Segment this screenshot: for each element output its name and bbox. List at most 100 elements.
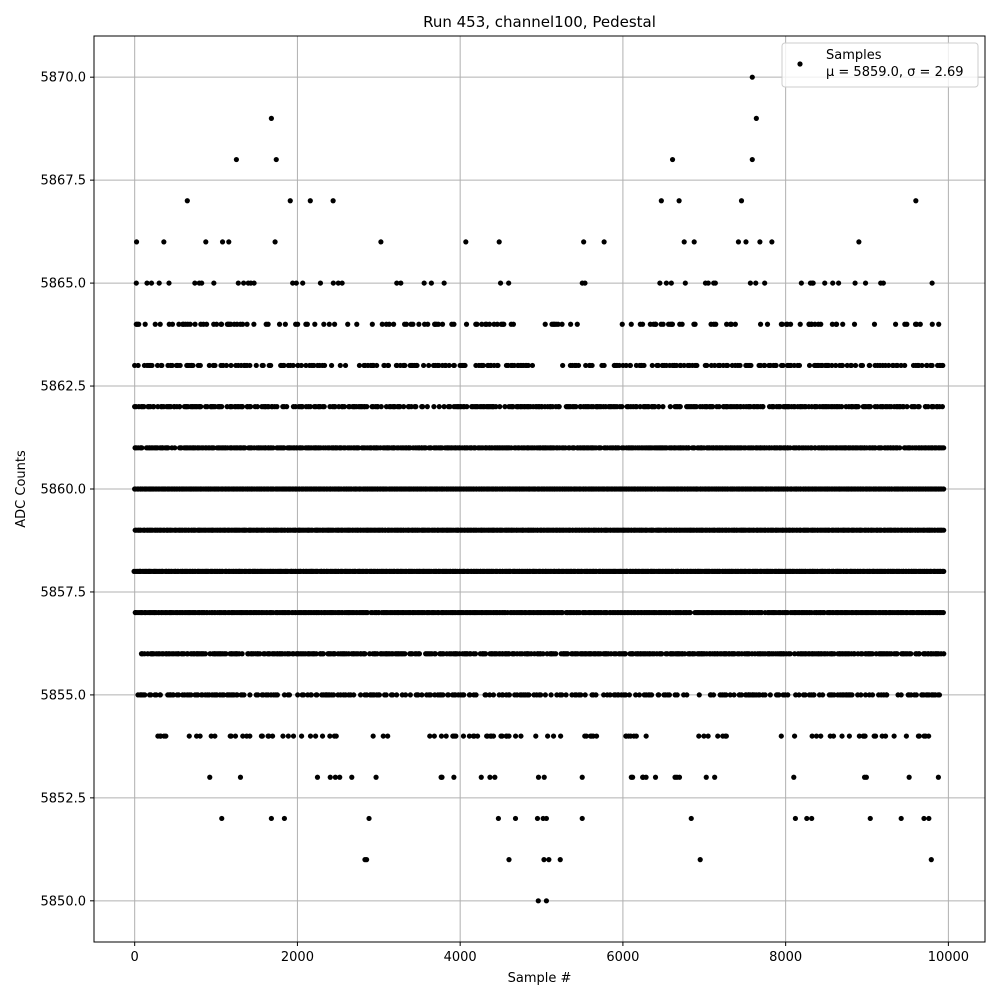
sample-point — [413, 404, 419, 410]
sample-point — [213, 321, 220, 327]
sample-point — [628, 321, 634, 327]
sample-point — [559, 609, 566, 616]
sample-point — [335, 280, 341, 286]
sample-point — [892, 321, 899, 327]
sample-point — [668, 280, 674, 286]
sample-point — [337, 774, 343, 780]
sample-point — [804, 815, 810, 822]
sample-point — [163, 733, 169, 739]
sample-point — [925, 404, 931, 410]
sample-point — [858, 692, 864, 698]
sample-point — [710, 692, 717, 698]
sample-point — [693, 404, 700, 410]
sample-point — [226, 239, 232, 245]
sample-point — [936, 692, 943, 698]
sample-point — [495, 815, 502, 822]
sample-point — [142, 321, 148, 327]
sample-point — [451, 774, 457, 780]
sample-point — [568, 321, 574, 327]
sample-point — [416, 321, 422, 327]
sample-point — [431, 733, 437, 739]
sample-point — [203, 239, 209, 245]
sample-point — [643, 774, 649, 780]
sample-point — [666, 692, 673, 698]
y-tick-label: 5850.0 — [41, 894, 87, 909]
sample-point — [510, 321, 517, 327]
sample-point — [364, 404, 370, 410]
sample-point — [308, 692, 314, 698]
sample-point — [669, 321, 676, 327]
sample-point — [480, 362, 486, 369]
sample-point — [341, 404, 347, 410]
sample-point — [307, 198, 313, 204]
sample-point — [402, 362, 408, 369]
sample-point — [446, 362, 452, 369]
sample-point — [886, 362, 892, 369]
sample-point — [846, 733, 852, 739]
sample-point — [743, 239, 749, 245]
sample-point — [676, 774, 683, 780]
sample-point — [152, 321, 158, 327]
sample-point — [780, 362, 786, 369]
sample-point — [682, 280, 688, 286]
sample-point — [242, 445, 248, 451]
x-tick-label: 8000 — [769, 950, 802, 965]
sample-point — [440, 692, 446, 698]
sample-point — [797, 321, 803, 327]
sample-point — [867, 815, 873, 822]
sample-point — [320, 651, 326, 657]
sample-point — [247, 404, 254, 410]
sample-point — [321, 404, 327, 410]
sample-point — [574, 321, 580, 327]
sample-point — [541, 857, 547, 863]
sample-point — [496, 239, 502, 245]
sample-point — [935, 774, 941, 780]
sample-point — [862, 733, 868, 739]
sample-point — [407, 692, 413, 698]
sample-point — [929, 362, 935, 369]
sample-point — [345, 321, 351, 327]
sample-point — [792, 815, 799, 822]
sample-point — [354, 321, 360, 327]
sample-point — [133, 239, 140, 245]
sample-point — [921, 815, 927, 822]
sample-point — [492, 774, 498, 780]
sample-point — [908, 651, 914, 657]
sample-point — [696, 733, 702, 739]
sample-point — [184, 198, 190, 204]
sample-point — [656, 692, 662, 698]
sample-point — [627, 362, 634, 369]
sample-point — [273, 156, 279, 163]
sample-point — [290, 733, 297, 739]
sample-point — [898, 692, 904, 698]
sample-point — [166, 280, 172, 286]
sample-point — [154, 362, 161, 369]
sample-point — [749, 74, 755, 80]
sample-point — [235, 280, 241, 286]
sample-point — [715, 733, 721, 739]
sample-point — [139, 445, 145, 451]
sample-point — [293, 280, 299, 286]
chart-title: Run 453, channel100, Pedestal — [423, 13, 656, 31]
sample-point — [791, 733, 798, 739]
sample-point — [835, 280, 842, 286]
sample-point — [872, 733, 879, 739]
sample-point — [157, 692, 163, 698]
sample-point — [203, 321, 210, 327]
sample-point — [416, 651, 423, 657]
sample-point — [356, 362, 363, 369]
sample-point — [313, 651, 319, 657]
sample-point — [633, 733, 639, 739]
sample-point — [810, 280, 816, 286]
sample-point — [192, 280, 198, 286]
sample-point — [809, 815, 815, 822]
sample-point — [871, 321, 878, 327]
sample-point — [529, 362, 536, 369]
sample-point — [830, 733, 837, 739]
sample-point — [286, 692, 293, 698]
sample-point — [512, 733, 519, 739]
sample-point — [917, 321, 923, 327]
sample-point — [207, 774, 213, 780]
sample-point — [431, 404, 437, 410]
